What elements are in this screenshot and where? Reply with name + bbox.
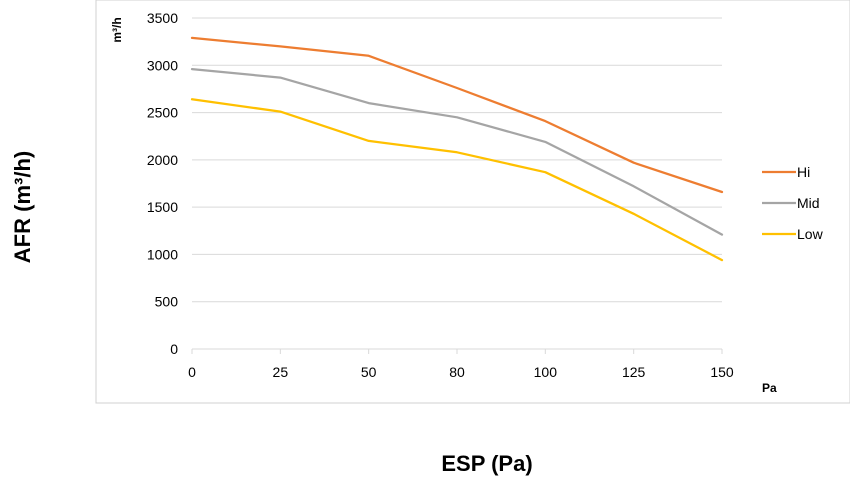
y-axis-title: AFR (m³/h) <box>10 151 35 263</box>
legend-label-mid: Mid <box>797 195 820 211</box>
y-tick-label: 1000 <box>147 246 178 262</box>
series-line-mid <box>190 67 724 236</box>
x-tick-label: 125 <box>622 364 646 380</box>
y-unit-label: m³/h <box>110 17 124 42</box>
y-tick-label: 3000 <box>147 57 178 73</box>
x-unit-label: Pa <box>762 381 777 395</box>
x-axis-title: ESP (Pa) <box>441 451 532 476</box>
y-tick-label: 3500 <box>147 10 178 26</box>
legend-label-hi: Hi <box>797 164 810 180</box>
legend-label-low: Low <box>797 226 824 242</box>
x-tick-label: 100 <box>534 364 558 380</box>
y-tick-label: 2500 <box>147 105 178 121</box>
x-tick-label: 80 <box>449 364 465 380</box>
series-lines <box>190 36 724 262</box>
axes: 0 500 1000 1500 2000 2500 3000 3500 0 25 50 80 100 12… <box>147 10 734 380</box>
x-tick-label: 150 <box>710 364 734 380</box>
x-tick-label: 0 <box>188 364 196 380</box>
x-tick-label: 50 <box>361 364 377 380</box>
series-line-low <box>190 98 724 262</box>
y-tick-label: 1500 <box>147 199 178 215</box>
series-line-hi <box>190 36 724 194</box>
y-tick-label: 2000 <box>147 152 178 168</box>
x-tick-label: 25 <box>273 364 289 380</box>
y-tick-label: 0 <box>170 341 178 357</box>
y-tick-label: 500 <box>155 294 179 310</box>
plot-area-border <box>95 0 850 404</box>
legend: Hi Mid Low <box>762 164 824 242</box>
